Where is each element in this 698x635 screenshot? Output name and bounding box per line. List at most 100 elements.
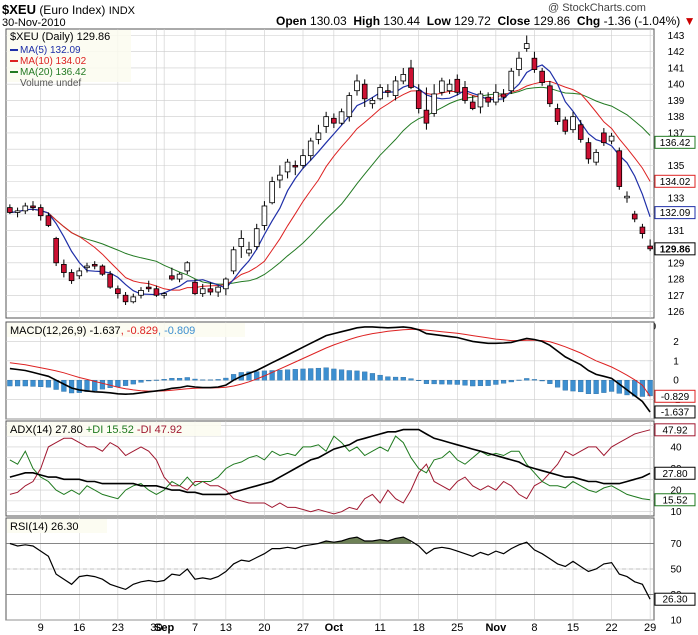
open-value: 130.03 bbox=[310, 14, 347, 28]
candle-down bbox=[30, 205, 36, 208]
candle-up bbox=[161, 293, 167, 296]
price-y-tick-label: 127 bbox=[668, 291, 685, 302]
candle-down bbox=[207, 288, 214, 293]
macd-histogram-bar bbox=[169, 378, 175, 381]
macd-histogram-bar bbox=[192, 378, 198, 381]
candle-down bbox=[53, 238, 59, 264]
chg-value: -1.36 (-1.04%) bbox=[603, 14, 681, 28]
macd-y-tick-label: 1 bbox=[673, 356, 679, 367]
candle-up bbox=[76, 270, 83, 277]
candle-down bbox=[153, 288, 160, 296]
macd-histogram-bar bbox=[176, 378, 183, 381]
header-date: 30-Nov-2010 bbox=[2, 17, 66, 29]
candle-down bbox=[331, 117, 337, 124]
bottom-x-tick-label: 23 bbox=[112, 622, 124, 634]
macd-histogram-bar bbox=[30, 380, 36, 387]
bottom-x-tick-label: 22 bbox=[605, 622, 617, 634]
macd-histogram-bar bbox=[516, 379, 522, 381]
macd-histogram-bar bbox=[308, 368, 314, 381]
macd-histogram-bar bbox=[338, 369, 345, 381]
price-y-tick-label: 138 bbox=[668, 112, 685, 123]
macd-histogram-bar bbox=[223, 377, 229, 381]
macd-histogram-bar bbox=[99, 380, 106, 390]
candle-down bbox=[115, 288, 121, 295]
candle-down bbox=[37, 207, 44, 217]
candle-up bbox=[493, 91, 499, 103]
candle-up bbox=[523, 43, 530, 49]
macd-histogram-bar bbox=[246, 371, 252, 381]
ma10-legend-label: MA(10) 134.02 bbox=[20, 56, 87, 67]
candle-down bbox=[45, 215, 52, 226]
candle-up bbox=[439, 80, 445, 93]
macd-histogram-bar bbox=[200, 379, 206, 381]
macd-histogram-bar bbox=[493, 380, 499, 385]
candle-up bbox=[269, 181, 275, 204]
candle-down bbox=[107, 273, 113, 288]
adx-line bbox=[9, 428, 651, 496]
low-label: Low bbox=[426, 14, 451, 28]
macd-histogram-bar bbox=[45, 380, 52, 388]
price-y-tick-label: 141 bbox=[668, 63, 685, 74]
candle-up bbox=[22, 205, 29, 212]
header-symbol-line: $XEU (Euro Index) INDX bbox=[2, 2, 135, 17]
macd-signal-line bbox=[9, 328, 651, 397]
macd-histogram-bar bbox=[462, 380, 468, 386]
candle-down bbox=[539, 70, 545, 83]
macd-histogram-bar bbox=[454, 380, 460, 385]
ma20-legend-label: MA(20) 136.42 bbox=[20, 67, 87, 78]
price-tag-price: 129.86 bbox=[660, 244, 691, 255]
macd-histogram-bar bbox=[331, 368, 337, 381]
candle-down bbox=[292, 164, 299, 168]
macd-histogram-bar bbox=[346, 370, 352, 381]
candle-up bbox=[307, 140, 314, 157]
price-legend-box bbox=[7, 30, 131, 82]
candle-up bbox=[570, 116, 576, 131]
bottom-x-tick-label: Sep bbox=[154, 622, 174, 634]
price-y-tick-label: 131 bbox=[668, 226, 685, 237]
macd-histogram-bar bbox=[547, 380, 553, 384]
adx-legend: ADX(14) 27.80 +DI 15.52 -DI 47.92 bbox=[10, 424, 182, 436]
candle-down bbox=[99, 265, 106, 275]
candle-down bbox=[361, 83, 368, 100]
macd-line bbox=[9, 326, 651, 413]
bottom-x-tick-label: 25 bbox=[451, 622, 463, 634]
candle-up bbox=[215, 286, 221, 293]
bottom-x-tick-label: 18 bbox=[413, 622, 425, 634]
macd-histogram-bar bbox=[570, 380, 576, 392]
macd-tag-signal-box bbox=[654, 389, 696, 403]
candle-down bbox=[562, 119, 569, 132]
macd-histogram-bar bbox=[369, 373, 376, 381]
macd-histogram-bar bbox=[377, 374, 383, 381]
candle-up bbox=[130, 296, 137, 303]
rsi-y-tick-label: 70 bbox=[670, 539, 682, 550]
candle-down bbox=[145, 286, 152, 290]
high-value: 130.44 bbox=[383, 14, 421, 28]
price-legend-title: $XEU (Daily) 129.86 bbox=[10, 31, 110, 43]
volume-legend-label: Volume undef bbox=[20, 78, 81, 89]
macd-histogram-bar bbox=[115, 380, 121, 387]
high-label: High bbox=[353, 14, 381, 28]
macd-histogram-bar bbox=[22, 380, 28, 387]
macd-histogram-bar bbox=[593, 380, 599, 394]
price-tag-ma10: 134.02 bbox=[660, 177, 691, 188]
macd-histogram-bar bbox=[470, 380, 476, 387]
price-y-tick-label: 126 bbox=[668, 307, 685, 318]
macd-histogram-bar bbox=[215, 379, 221, 381]
macd-histogram-bar bbox=[601, 380, 607, 393]
candle-up bbox=[354, 80, 360, 92]
candle-down bbox=[423, 109, 430, 124]
candle-up bbox=[300, 155, 306, 166]
rsi-line bbox=[9, 536, 651, 600]
candle-up bbox=[400, 74, 407, 82]
close-label: Close bbox=[497, 14, 531, 28]
candle-up bbox=[138, 289, 144, 296]
macd-histogram-bar bbox=[562, 380, 568, 391]
rsi-legend: RSI(14) 26.30 bbox=[10, 521, 78, 533]
macd-histogram-bar bbox=[269, 370, 275, 381]
price-tag-ma5-box bbox=[654, 206, 696, 220]
candle-up bbox=[624, 195, 630, 199]
candle-down bbox=[7, 207, 13, 213]
price-y-tick-label: 143 bbox=[668, 31, 685, 42]
candle-up bbox=[261, 205, 268, 226]
